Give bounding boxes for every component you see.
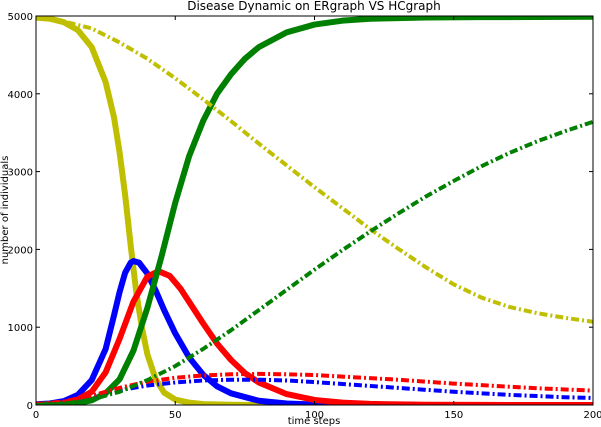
series-line-hcgraph-2 [36,377,593,405]
y-tick-label: 4000 [8,90,33,101]
series-line-hcgraph-3 [36,371,593,405]
x-axis-label: time steps [288,416,341,427]
series-line-ergraph-1 [36,16,593,405]
series-line-hcgraph-1 [36,16,593,324]
y-tick-label: 1000 [8,323,33,334]
series-line-ergraph-4 [36,16,593,405]
y-tick-label: 5000 [8,12,33,23]
y-tick-label: 0 [27,401,33,412]
series-line-hcgraph-4 [36,119,593,405]
y-tick-label: 2000 [8,245,33,256]
y-tick-label: 3000 [8,168,33,179]
y-axis-label: number of individuals [0,156,11,265]
x-tick-label: 200 [583,410,601,421]
x-tick-label: 150 [444,410,463,421]
x-tick-label: 100 [305,410,324,421]
x-tick-label: 0 [33,410,39,421]
series-line-ergraph-3 [36,268,593,405]
chart-title: Disease Dynamic on ERgraph VS HCgraph [187,0,441,13]
x-tick-label: 50 [169,410,182,421]
series-lines [36,16,593,405]
